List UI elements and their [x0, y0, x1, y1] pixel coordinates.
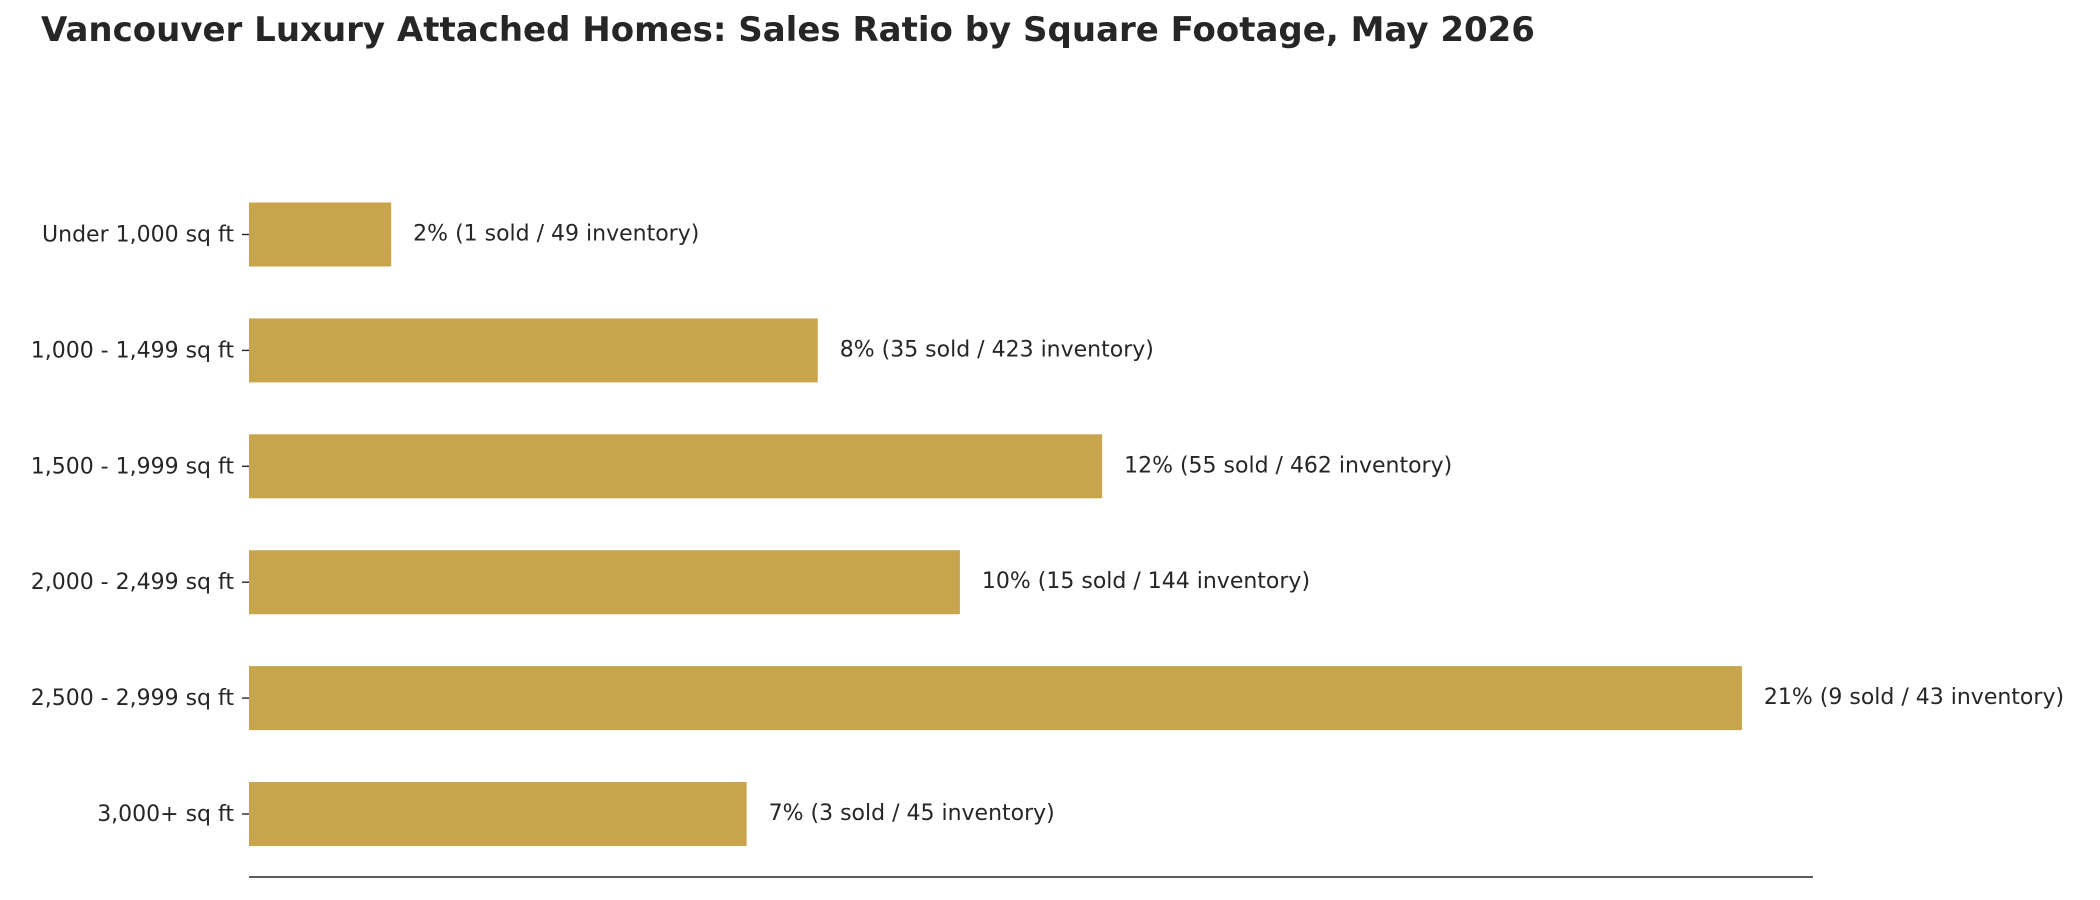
bar [249, 318, 818, 383]
bar [249, 782, 747, 846]
data-label: 21% (9 sold / 43 inventory) [1764, 685, 2064, 710]
bar [249, 202, 392, 267]
y-tick-group: Under 1,000 sq ft 1,000 - 1,499 sq ft 1,50… [31, 223, 249, 827]
bar [249, 434, 1103, 499]
data-label: 7% (3 sold / 45 inventory) [769, 801, 1055, 826]
bar [249, 550, 960, 615]
y-tick-label: 2,500 - 2,999 sq ft [31, 686, 235, 711]
data-label: 2% (1 sold / 49 inventory) [413, 222, 699, 247]
data-label: 8% (35 sold / 423 inventory) [840, 337, 1154, 362]
data-label: 12% (55 sold / 462 inventory) [1124, 453, 1452, 478]
y-tick-label: 3,000+ sq ft [97, 802, 234, 827]
y-tick-label: Under 1,000 sq ft [42, 223, 234, 248]
bars-group [249, 202, 1742, 846]
chart-title: Vancouver Luxury Attached Homes: Sales R… [41, 10, 1535, 50]
data-label-group: 2% (1 sold / 49 inventory) 8% (35 sold / … [413, 222, 2064, 827]
data-label: 10% (15 sold / 144 inventory) [982, 569, 1310, 594]
bar [249, 666, 1742, 731]
y-tick-label: 1,000 - 1,499 sq ft [31, 338, 235, 363]
y-tick-label: 1,500 - 1,999 sq ft [31, 454, 235, 479]
y-tick-label: 2,000 - 2,499 sq ft [31, 570, 235, 595]
